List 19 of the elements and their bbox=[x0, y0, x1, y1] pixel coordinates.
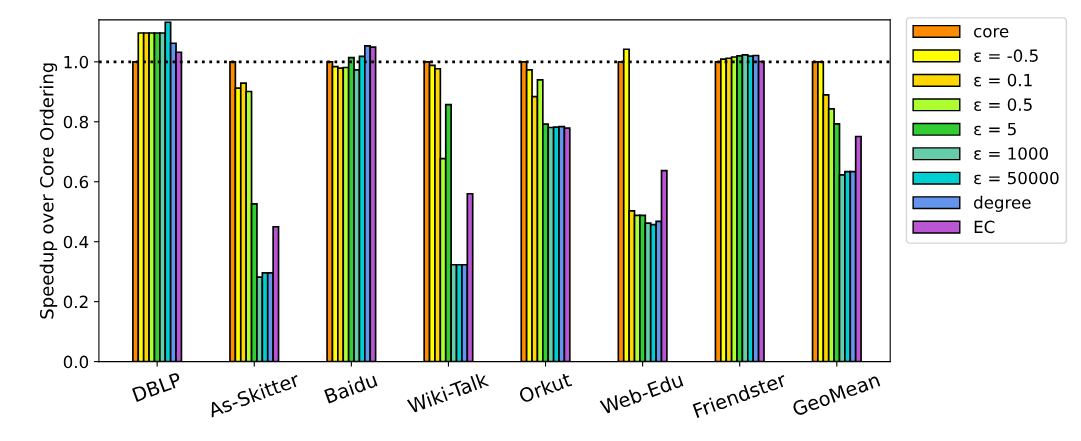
y-tick-label: 0.8 bbox=[63, 115, 89, 129]
legend-label: EC bbox=[974, 220, 995, 234]
legend-label: ε = -0.5 bbox=[974, 49, 1038, 62]
y-tick-label: 0.2 bbox=[63, 295, 88, 309]
legend-label: ε = 0.5 bbox=[974, 98, 1032, 111]
y-tick-label: 0.6 bbox=[63, 175, 89, 189]
y-axis-title: Speedup over Core Ordering bbox=[39, 63, 58, 319]
y-tick-label: 0.0 bbox=[63, 355, 89, 369]
x-tick-label: Orkut bbox=[518, 371, 573, 404]
x-tick-label: Baidu bbox=[323, 371, 378, 404]
legend-label: ε = 0.1 bbox=[974, 73, 1032, 87]
legend-label: degree bbox=[974, 195, 1031, 212]
legend-label: core bbox=[974, 27, 1009, 38]
legend-label: ε = 1000 bbox=[974, 147, 1048, 160]
y-tick-label: 0.4 bbox=[63, 235, 89, 249]
x-tick-label: DBLP bbox=[132, 372, 183, 402]
y-tick-label: 1.0 bbox=[64, 55, 89, 69]
legend-label: ε = 50000 bbox=[974, 171, 1059, 185]
legend-label: ε = 5 bbox=[974, 122, 1016, 136]
